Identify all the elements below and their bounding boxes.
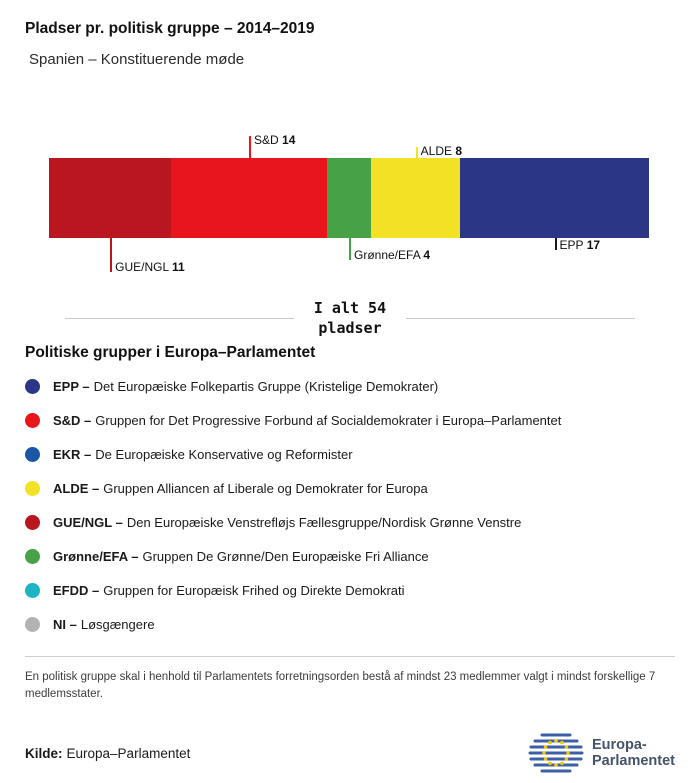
total-seats-label: I alt 54 pladser: [314, 299, 386, 338]
legend-text: S&D – Gruppen for Det Progressive Forbund…: [53, 413, 561, 428]
legend-desc: Gruppen De Grønne/Den Europæiske Fri All…: [142, 548, 429, 564]
seats-chart: GUE/NGL 11 S&D 14 Grønne/EFA 4 ALDE 8 EPP 17: [49, 130, 649, 286]
callout-label: ALDE 8: [420, 144, 463, 158]
callout-label: Grønne/EFA 4: [354, 248, 431, 262]
source: Kilde: Europa–Parlamentet: [25, 746, 190, 761]
legend-text: EPP – Det Europæiske Folkepartis Gruppe (…: [53, 379, 438, 394]
legend-item-ekr: EKR – De Europæiske Konservative og Refor…: [25, 437, 675, 471]
legend-desc: Den Europæiske Venstrefløjs Fællesgruppe…: [126, 514, 522, 530]
legend-text: ALDE – Gruppen Alliancen af Liberale og D…: [53, 481, 428, 496]
bottom-row: Kilde: Europa–Parlamentet: [25, 730, 675, 776]
legend-text: NI – Løsgængere: [53, 617, 155, 632]
ep-logo-icon: [528, 733, 584, 773]
legend-color-dot: [25, 378, 40, 394]
ep-logo-text-line2: Parlamentet: [591, 753, 675, 770]
legend-desc: Gruppen for Det Progressive Forbund af S…: [95, 412, 562, 428]
legend-text: EFDD – Gruppen for Europæisk Frihed og Di…: [53, 583, 405, 598]
legend-item-gronne-efa: Grønne/EFA – Gruppen De Grønne/Den Europæ…: [25, 539, 675, 573]
legend-color-dot: [25, 446, 40, 462]
legend-desc: Gruppen for Europæisk Frihed og Direkte …: [103, 582, 405, 598]
legend-abbr: ALDE –: [53, 480, 100, 496]
legend-item-sd: S&D – Gruppen for Det Progressive Forbund…: [25, 403, 675, 437]
ep-logo: Europa- Parlamentet: [526, 730, 675, 776]
legend-desc: Løsgængere: [80, 616, 155, 632]
source-label: Kilde:: [25, 745, 63, 761]
page-title: Pladser pr. politisk gruppe – 2014–2019: [25, 20, 315, 37]
callout-line: [415, 147, 418, 158]
legend-abbr: S&D –: [53, 412, 92, 428]
total-seats-line1: I alt 54: [313, 299, 387, 317]
legend-text: Grønne/EFA – Gruppen De Grønne/Den Europæ…: [53, 549, 429, 564]
ep-logo-text: Europa- Parlamentet: [592, 737, 675, 770]
footnote-divider: [25, 656, 675, 657]
legend-color-dot: [25, 412, 40, 428]
legend-text: GUE/NGL – Den Europæiske Venstrefløjs Fæl…: [53, 515, 521, 530]
legend-item-alde: ALDE – Gruppen Alliancen af Liberale og D…: [25, 471, 675, 505]
bar-segment-s-d[interactable]: [171, 158, 327, 238]
divider-line-left: [65, 318, 294, 319]
legend: EPP – Det Europæiske Folkepartis Gruppe (…: [25, 369, 675, 641]
footnote: En politisk gruppe skal i henhold til Pa…: [25, 671, 656, 700]
ep-logo-text-line1: Europa-: [591, 736, 647, 753]
bar-segment-epp[interactable]: [460, 158, 649, 238]
legend-color-dot: [25, 548, 40, 564]
bar-segment-gr-nne-efa[interactable]: [326, 158, 372, 238]
legend-desc: De Europæiske Konservative og Reformiste…: [95, 446, 353, 462]
legend-abbr: GUE/NGL –: [53, 514, 123, 530]
callout-line: [110, 238, 113, 272]
page-subtitle: Spanien – Konstituerende møde: [29, 51, 245, 68]
bar-segment-alde[interactable]: [371, 158, 461, 238]
source-text: Europa–Parlamentet: [66, 745, 191, 761]
callout-line: [249, 136, 251, 158]
callout-label: EPP 17: [559, 238, 601, 252]
divider-line-right: [406, 318, 635, 319]
legend-item-ni: NI – Løsgængere: [25, 607, 675, 641]
legend-abbr: EFDD –: [53, 582, 100, 598]
legend-item-efdd: EFDD – Gruppen for Europæisk Frihed og Di…: [25, 573, 675, 607]
legend-color-dot: [25, 582, 40, 598]
total-seats-divider: I alt 54 pladser: [65, 299, 635, 338]
legend-abbr: Grønne/EFA –: [53, 548, 139, 564]
legend-desc: Gruppen Alliancen af Liberale og Demokra…: [103, 480, 428, 496]
legend-abbr: NI –: [53, 616, 77, 632]
legend-color-dot: [25, 480, 40, 496]
stacked-bar: [49, 158, 649, 238]
callout-line: [554, 238, 557, 250]
total-seats-line2: pladser: [318, 318, 382, 337]
legend-abbr: EKR –: [53, 446, 92, 462]
legend-text: EKR – De Europæiske Konservative og Refor…: [53, 447, 353, 462]
bar-segment-gue-ngl[interactable]: [49, 158, 172, 238]
callout-label: S&D 14: [254, 133, 296, 147]
legend-heading: Politiske grupper i Europa–Parlamentet: [25, 344, 316, 361]
legend-abbr: EPP –: [53, 378, 90, 394]
callout-line: [349, 238, 351, 260]
legend-color-dot: [25, 616, 40, 632]
legend-item-epp: EPP – Det Europæiske Folkepartis Gruppe (…: [25, 369, 675, 403]
legend-desc: Det Europæiske Folkepartis Gruppe (Krist…: [93, 378, 439, 394]
legend-color-dot: [25, 514, 40, 530]
callout-label: GUE/NGL 11: [115, 260, 185, 274]
legend-item-gue-ngl: GUE/NGL – Den Europæiske Venstrefløjs Fæl…: [25, 505, 675, 539]
